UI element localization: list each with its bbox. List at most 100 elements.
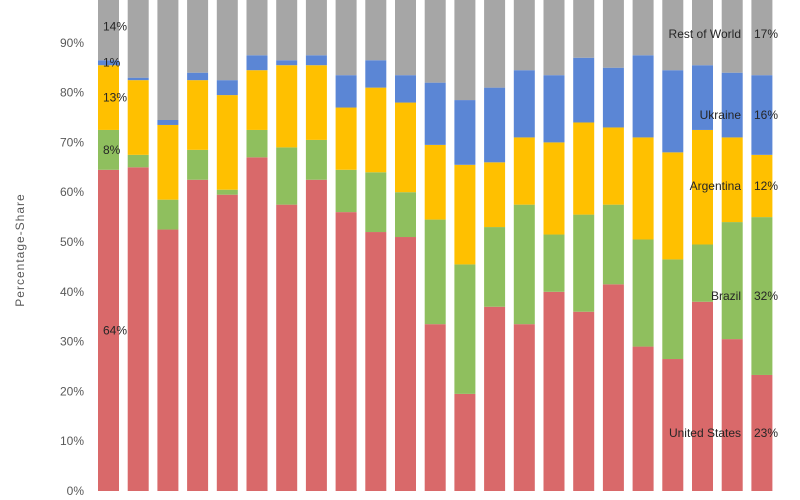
bar-segment-rest-of-world — [662, 0, 684, 71]
bar-segment-ukraine — [395, 75, 416, 103]
bar-segment-brazil — [127, 154, 149, 168]
series-label-ukraine: Ukraine — [700, 108, 742, 122]
y-tick-label: 50% — [60, 235, 84, 249]
bar-segment-rest-of-world — [98, 0, 119, 61]
data-labels-group: 14% 1% 13% 8% 64% Rest of World 17% Ukraine 16% A… — [103, 20, 778, 440]
bar-segment-ukraine — [216, 80, 238, 96]
bar-segment-argentina — [395, 102, 416, 193]
bar-segment-argentina — [424, 144, 446, 220]
bar-segment-argentina — [662, 152, 684, 260]
bar-segment-united-states — [157, 229, 179, 492]
bar-segment-argentina — [246, 70, 268, 130]
y-tick-label: 20% — [60, 384, 84, 398]
bar-segment-ukraine — [246, 55, 268, 71]
bar-segment-argentina — [513, 137, 535, 205]
bar-segment-rest-of-world — [305, 0, 327, 56]
bar-segment-united-states — [276, 204, 298, 491]
bar-segment-argentina — [127, 80, 149, 155]
bar-segment-argentina — [543, 142, 565, 235]
bar-segment-argentina — [632, 137, 654, 240]
bar-segment-united-states — [335, 212, 357, 491]
bar-segment-rest-of-world — [721, 0, 743, 73]
bars-group — [98, 0, 773, 492]
bar-segment-brazil — [543, 234, 565, 292]
y-axis-title-group: Percentage-Share — [13, 193, 27, 306]
data-label-argentina: 13% — [103, 91, 127, 105]
data-label-brazil: 8% — [103, 143, 121, 157]
bar-segment-ukraine — [692, 65, 713, 130]
y-tick-label: 40% — [60, 285, 84, 299]
bar-segment-united-states — [98, 169, 119, 492]
bar-segment-argentina — [187, 80, 209, 150]
bar-segment-rest-of-world — [513, 0, 535, 71]
bar-segment-rest-of-world — [187, 0, 209, 73]
bar-segment-ukraine — [573, 57, 595, 123]
bar-segment-argentina — [573, 122, 595, 215]
series-label-united-states: United States — [669, 426, 741, 440]
bar-segment-brazil — [276, 147, 298, 205]
bar-segment-united-states — [305, 179, 327, 491]
bar-segment-ukraine — [157, 119, 179, 125]
y-tick-label: 0% — [67, 484, 85, 498]
bar-segment-ukraine — [751, 75, 773, 155]
bar-segment-argentina — [157, 124, 179, 200]
bar-segment-brazil — [335, 169, 357, 213]
bar-segment-ukraine — [98, 60, 119, 66]
bar-segment-argentina — [721, 137, 743, 223]
bar-segment-argentina — [276, 65, 298, 148]
bar-segment-brazil — [157, 199, 179, 230]
bar-segment-united-states — [721, 339, 743, 491]
data-label-united-states: 64% — [103, 323, 127, 337]
bar-segment-ukraine — [127, 77, 149, 81]
bar-segment-ukraine — [454, 100, 476, 165]
bar-segment-united-states — [573, 311, 595, 491]
bar-segment-argentina — [484, 162, 506, 228]
series-value-united-states: 23% — [754, 426, 778, 440]
y-tick-label: 80% — [60, 86, 84, 100]
bar-segment-united-states — [692, 301, 713, 491]
bar-segment-brazil — [98, 129, 119, 170]
bar-segment-ukraine — [513, 70, 535, 138]
bar-segment-argentina — [692, 129, 713, 245]
bar-segment-united-states — [751, 374, 773, 491]
bar-segment-rest-of-world — [216, 0, 238, 81]
bar-segment-brazil — [513, 204, 535, 325]
bar-segment-brazil — [632, 239, 654, 347]
bar-segment-brazil — [246, 129, 268, 158]
bar-segment-brazil — [365, 172, 387, 233]
y-axis-title: Percentage-Share — [13, 193, 27, 306]
bar-segment-united-states — [602, 284, 624, 491]
bar-segment-rest-of-world — [632, 0, 654, 56]
bar-segment-rest-of-world — [335, 0, 357, 76]
series-value-argentina: 12% — [754, 179, 778, 193]
bar-segment-rest-of-world — [365, 0, 387, 61]
bar-segment-rest-of-world — [573, 0, 595, 58]
bar-segment-united-states — [246, 157, 268, 491]
bar-segment-brazil — [602, 204, 624, 285]
bar-segment-argentina — [365, 87, 387, 173]
bar-segment-argentina — [305, 65, 327, 140]
bar-segment-rest-of-world — [276, 0, 298, 61]
bar-segment-united-states — [424, 324, 446, 491]
y-tick-labels: 0%10%20%30%40%50%60%70%80%90%100% — [60, 36, 85, 498]
bar-segment-united-states — [484, 306, 506, 491]
series-label-rest-of-world: Rest of World — [669, 27, 741, 41]
bar-segment-united-states — [365, 232, 387, 492]
series-value-brazil: 32% — [754, 289, 778, 303]
bar-segment-rest-of-world — [454, 0, 476, 101]
bar-segment-rest-of-world — [127, 0, 149, 78]
bar-segment-brazil — [721, 222, 743, 340]
bar-segment-ukraine — [632, 55, 654, 138]
bar-segment-rest-of-world — [424, 0, 446, 83]
bar-segment-ukraine — [276, 60, 298, 66]
y-tick-label: 30% — [60, 335, 84, 349]
bar-segment-united-states — [662, 359, 684, 491]
bar-segment-brazil — [692, 244, 713, 302]
bar-segment-united-states — [187, 179, 209, 491]
bar-segment-ukraine — [365, 60, 387, 88]
bar-segment-united-states — [543, 291, 565, 491]
bar-segment-rest-of-world — [484, 0, 506, 88]
bar-segment-brazil — [454, 264, 476, 394]
data-label-rest-of-world: 14% — [103, 20, 127, 34]
